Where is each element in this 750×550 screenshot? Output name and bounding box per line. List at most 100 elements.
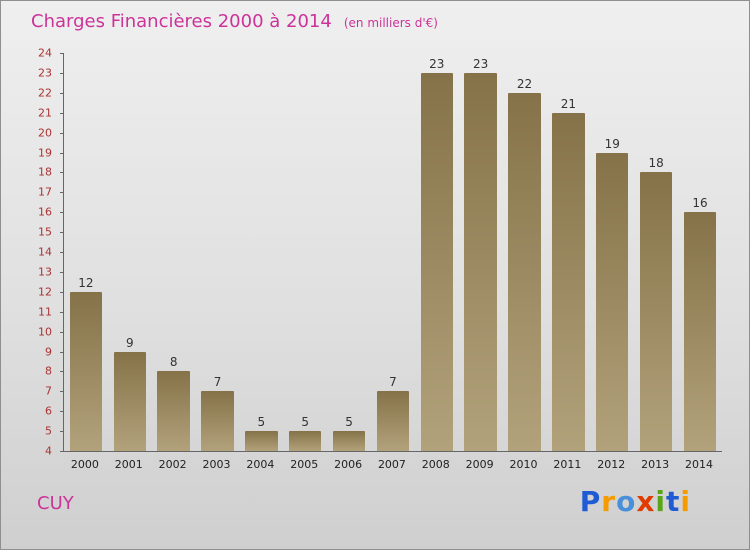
y-axis-label: 11 bbox=[38, 305, 52, 319]
x-tick-label: 2014 bbox=[684, 458, 713, 471]
bar-value-label: 21 bbox=[560, 96, 577, 111]
bar-cell: 5 bbox=[239, 53, 283, 451]
bar bbox=[552, 112, 585, 451]
x-tick-label: 2008 bbox=[421, 458, 450, 471]
y-axis-label: 17 bbox=[38, 185, 52, 199]
proxiti-logo-letter: i bbox=[655, 485, 666, 518]
y-axis-tick bbox=[60, 451, 64, 452]
proxiti-logo-letter: x bbox=[636, 485, 656, 518]
bar-value-label: 12 bbox=[78, 275, 94, 290]
bar-value-label: 5 bbox=[257, 415, 266, 430]
y-axis-label: 12 bbox=[38, 285, 52, 299]
y-axis-label: 6 bbox=[45, 404, 52, 418]
chart-title-row: Charges Financières 2000 à 2014 (en milli… bbox=[31, 11, 438, 32]
proxiti-logo-letter: r bbox=[601, 485, 617, 518]
x-tick-label: 2007 bbox=[377, 458, 406, 471]
x-tick-label: 2001 bbox=[114, 458, 143, 471]
chart-title: Charges Financières 2000 à 2014 bbox=[31, 11, 332, 32]
y-axis-label: 16 bbox=[38, 205, 52, 219]
y-axis-label: 20 bbox=[38, 126, 52, 140]
bar bbox=[332, 431, 366, 451]
bar-value-label: 5 bbox=[345, 415, 353, 430]
bar-value-label: 7 bbox=[389, 375, 397, 390]
y-axis-label: 22 bbox=[38, 86, 52, 100]
x-tick-label: 2005 bbox=[290, 458, 319, 471]
y-axis-label: 10 bbox=[38, 325, 52, 339]
y-axis-label: 5 bbox=[45, 424, 52, 438]
y-axis-tick bbox=[60, 192, 64, 194]
y-axis-tick bbox=[60, 152, 64, 154]
y-axis-label: 18 bbox=[38, 165, 52, 179]
bar bbox=[464, 72, 497, 451]
y-axis-tick bbox=[60, 311, 64, 313]
bar-value-label: 7 bbox=[213, 375, 222, 390]
y-axis-tick bbox=[60, 371, 64, 373]
y-axis-tick bbox=[60, 252, 64, 253]
bar-cell: 8 bbox=[152, 53, 196, 451]
bar bbox=[639, 172, 673, 451]
proxiti-logo-letter: P bbox=[579, 485, 602, 518]
bar-value-label: 23 bbox=[473, 56, 489, 71]
y-axis-tick bbox=[60, 351, 64, 353]
y-axis-label: 4 bbox=[45, 444, 52, 458]
y-axis-tick bbox=[60, 391, 64, 393]
bar bbox=[201, 391, 234, 451]
y-axis-tick bbox=[60, 172, 64, 174]
y-axis-label: 19 bbox=[38, 146, 52, 159]
y-axis-tick bbox=[60, 212, 64, 214]
bar bbox=[376, 391, 410, 451]
bar-cell: 22 bbox=[503, 53, 547, 451]
y-axis-label: 13 bbox=[38, 265, 52, 279]
bar-cell: 23 bbox=[459, 53, 503, 451]
y-axis-label: 8 bbox=[45, 364, 52, 378]
x-tick-label: 2010 bbox=[509, 458, 538, 471]
bar-value-label: 22 bbox=[516, 76, 533, 91]
y-axis-label: 14 bbox=[38, 245, 52, 259]
bar-value-label: 19 bbox=[604, 136, 620, 151]
y-axis-label: 15 bbox=[38, 225, 52, 239]
y-axis-label: 7 bbox=[45, 384, 52, 398]
x-tick-label: 2009 bbox=[465, 458, 494, 471]
bar-value-label: 23 bbox=[429, 56, 445, 71]
y-axis-tick bbox=[60, 411, 64, 413]
y-axis-tick bbox=[60, 72, 64, 74]
chart-subtitle: (en milliers d'€) bbox=[343, 16, 438, 30]
x-tick-label: 2000 bbox=[70, 458, 99, 471]
y-axis: 4 5 6 7 8 9 10 11 12 13 14 15 16 17 18 19 20 21 22 23 24 bbox=[28, 48, 60, 457]
bar-value-label: 8 bbox=[169, 355, 178, 370]
company-label: CUY bbox=[37, 493, 74, 514]
y-axis-label: 24 bbox=[38, 46, 52, 60]
bar-cell: 18 bbox=[634, 53, 678, 451]
y-axis-tick bbox=[60, 431, 64, 433]
y-axis-tick bbox=[60, 112, 64, 114]
proxiti-logo: Proxiti bbox=[580, 485, 691, 518]
bar bbox=[289, 431, 322, 451]
y-axis-tick bbox=[60, 53, 64, 54]
bar bbox=[420, 72, 454, 451]
x-axis: 2000 2001 2002 2003 2004 2005 2006 2007 2008 2009… bbox=[63, 452, 721, 471]
proxiti-logo-letter: o bbox=[616, 485, 637, 518]
bar-cell: 16 bbox=[678, 53, 722, 451]
bar-cell: 12 bbox=[64, 53, 108, 451]
x-tick-label: 2003 bbox=[202, 458, 231, 471]
bar bbox=[596, 152, 629, 451]
y-axis-label: 21 bbox=[38, 106, 52, 120]
y-axis-tick bbox=[60, 232, 64, 234]
bar-value-label: 18 bbox=[648, 156, 664, 171]
x-tick-label: 2006 bbox=[334, 458, 363, 471]
x-tick-label: 2004 bbox=[246, 458, 275, 471]
bar-cell: 23 bbox=[415, 53, 459, 451]
bar-cell: 5 bbox=[283, 53, 327, 451]
bar bbox=[508, 92, 541, 451]
plot-area: 4 5 6 7 8 9 10 11 12 13 14 15 16 17 18 19 20 21 22 23 24 12 9… bbox=[38, 48, 722, 457]
bar-cell: 7 bbox=[371, 53, 415, 451]
bar bbox=[69, 291, 103, 451]
bars-container: 12 9 8 7 5 5 5 7 23 23 22 21 19 18 16 bbox=[64, 53, 722, 451]
proxiti-logo-letter: i bbox=[680, 485, 691, 518]
y-axis-tick bbox=[60, 92, 64, 94]
x-tick-label: 2012 bbox=[597, 458, 626, 471]
bar-value-label: 9 bbox=[125, 335, 134, 350]
y-axis-tick bbox=[60, 291, 64, 293]
y-axis-tick bbox=[60, 132, 64, 134]
